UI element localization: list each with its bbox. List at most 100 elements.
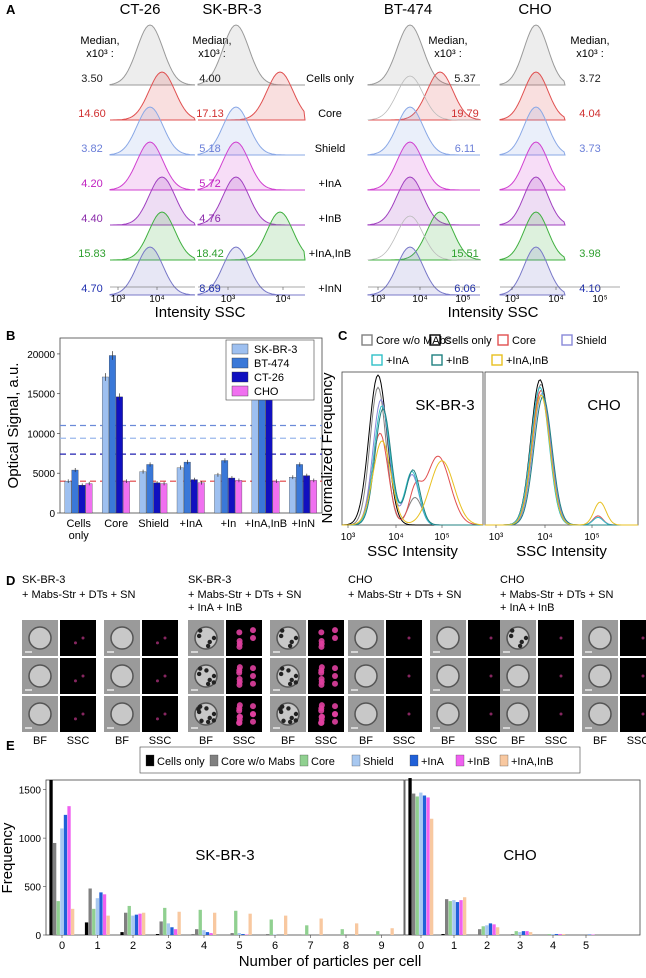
y-tick-label: 10000 [27,429,55,440]
ssc-spot [642,637,645,640]
ssc-spot [332,665,338,671]
column-title: CHO [518,1,551,18]
particle-dot [212,674,216,678]
frequency-curve [485,397,638,525]
particle-dot [212,718,216,722]
bar-+InA,InB [71,909,74,935]
cell-image [111,665,133,687]
bar-+InA [170,927,173,935]
bar-Core w/o Mabs [160,921,163,935]
bar-Shield [419,793,422,935]
particle-dot [288,720,292,724]
ssc-spot [156,679,159,682]
y-tick-label: 0 [35,931,41,942]
category-label: Cells [66,518,91,530]
median-value: 3.73 [579,143,600,155]
bar-Cells only [156,934,159,935]
bar-Shield [167,923,170,935]
ssc-spot [250,665,256,671]
x-axis-label: SSC Intensity [367,543,458,560]
category-label: Core [104,518,128,530]
x-tick-label: 10⁴ [548,294,563,305]
tile-column-label: SSC [545,735,568,747]
bar-Core [482,926,485,935]
x-tick-label: 3 [517,940,523,952]
plot-title: SK-BR-3 [195,847,254,864]
median-unit: x10³ : [434,48,462,60]
median-value: 19.79 [451,108,479,120]
y-tick-label: 500 [24,883,41,894]
median-value: 3.82 [81,143,102,155]
legend-swatch [456,755,464,766]
bar-+InB [492,924,495,935]
y-tick-label: 1500 [19,786,42,797]
legend-label: +InA [386,355,410,367]
legend-label: CT-26 [254,372,284,384]
bar-+InA [64,815,67,935]
ssc-spot [74,717,77,720]
ssc-spot [408,713,411,716]
legend-swatch [362,335,372,345]
tile-column-label: SSC [627,735,646,747]
frequency-curve [342,400,483,526]
ssc-spot [332,627,338,633]
y-tick-label: 15000 [27,390,55,401]
legend-label: Cells only [157,756,205,768]
particle-dot [281,719,285,723]
ssc-spot [82,675,85,678]
category-label: only [69,530,90,542]
ssc-spot [250,673,256,679]
bar-CT-26 [154,483,161,513]
ssc-spot [237,702,243,708]
column-title: CT-26 [120,1,161,18]
ssc-tile [386,696,422,732]
ssc-tile [468,620,504,656]
x-tick-label: 10⁵ [584,532,599,543]
particle-dot [280,628,284,632]
bar-Cells only [49,780,52,935]
ssc-spot [74,641,77,644]
ssc-spot [164,713,167,716]
x-tick-label: 10³ [489,532,504,543]
bar-SK-BR-3 [65,481,72,513]
median-value: 15.51 [451,248,479,260]
bar-+InA [456,902,459,935]
legend-swatch [410,755,418,766]
bar-+InA [522,931,525,935]
bar-+InA,InB [529,932,532,935]
bar-Core w/o Mabs [478,929,481,935]
ssc-spot [236,708,242,714]
bar-CT-26 [116,397,123,513]
particle-dot [524,636,528,640]
median-value: 4.00 [199,73,220,85]
legend-swatch [352,755,360,766]
bar-Shield [60,828,63,935]
ssc-spot [82,637,85,640]
bar-Shield [96,898,99,935]
group-subtitle: + Mabs-Str + DTs + SN [22,589,135,601]
group-subtitle: + InA + InB [500,602,554,614]
bar-Shield [518,932,521,935]
particle-dot [520,640,524,644]
legend-label: Shield [363,756,394,768]
ssc-spot [319,714,325,720]
row-label: +InA [319,178,343,190]
x-tick-label: 10³ [111,294,126,305]
cell-image [111,703,133,725]
group-title: SK-BR-3 [188,574,231,586]
cell-image [29,665,51,687]
ssc-spot [236,629,242,635]
x-tick-label: 4 [550,940,556,952]
bar-CT-26 [266,387,273,513]
legend-swatch [300,755,308,766]
ssc-spot [250,711,256,717]
particle-dot [510,628,514,632]
median-value: 5.18 [199,143,220,155]
bar-BT-474 [72,470,79,513]
ssc-tile [142,620,178,656]
ssc-spot [250,703,256,709]
cell-image [355,703,377,725]
bar-CHO [310,480,317,513]
bar-+InA [135,915,138,935]
